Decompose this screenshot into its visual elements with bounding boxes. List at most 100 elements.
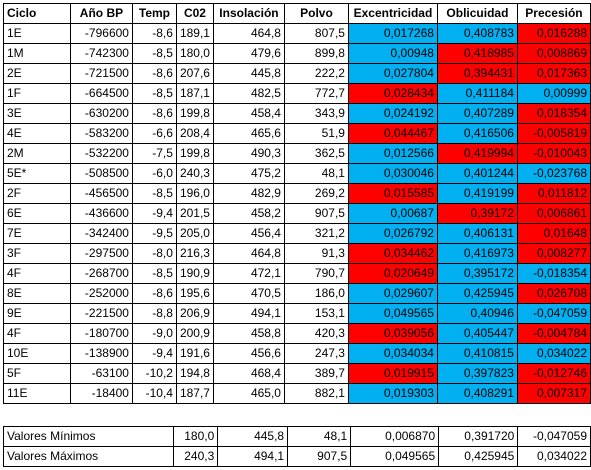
ciclo-cell[interactable]: 1M xyxy=(3,43,71,64)
anio-bp-cell[interactable]: -138900 xyxy=(69,343,133,364)
insolacion-cell[interactable]: 482,5 xyxy=(212,83,285,104)
co2-cell[interactable]: 190,9 xyxy=(175,263,214,284)
ciclo-cell[interactable]: 4F xyxy=(3,323,71,344)
header-oblicuidad[interactable]: Oblicuidad xyxy=(436,3,518,24)
co2-cell[interactable]: 200,9 xyxy=(175,323,214,344)
precesion-cell[interactable]: 0,008869 xyxy=(516,43,591,64)
temp-cell[interactable]: -6,0 xyxy=(131,163,177,184)
precesion-cell[interactable]: 0,008277 xyxy=(516,243,591,264)
insolacion-cell[interactable]: 479,6 xyxy=(212,43,285,64)
polvo-cell[interactable]: 362,5 xyxy=(283,143,349,164)
insolacion-cell[interactable]: 470,5 xyxy=(212,283,285,304)
header-co2[interactable]: C02 xyxy=(175,3,214,24)
ciclo-cell[interactable]: 2E xyxy=(3,63,71,84)
precesion-cell[interactable]: 0,006861 xyxy=(516,203,591,224)
precesion-cell[interactable]: -0,047059 xyxy=(516,303,591,324)
oblicuidad-cell[interactable]: 0,411184 xyxy=(436,83,518,104)
temp-cell[interactable]: -8,6 xyxy=(131,63,177,84)
summary-insolacion-cell[interactable]: 445,8 xyxy=(217,426,289,447)
co2-cell[interactable]: 196,0 xyxy=(175,183,214,204)
summary-precesion-cell[interactable]: 0,034022 xyxy=(517,446,591,467)
oblicuidad-cell[interactable]: 0,425945 xyxy=(436,283,518,304)
excentricidad-cell[interactable]: 0,034462 xyxy=(347,243,438,264)
oblicuidad-cell[interactable]: 0,419199 xyxy=(436,183,518,204)
ciclo-cell[interactable]: 4F xyxy=(3,263,71,284)
oblicuidad-cell[interactable]: 0,406131 xyxy=(436,223,518,244)
ciclo-cell[interactable]: 6E xyxy=(3,203,71,224)
oblicuidad-cell[interactable]: 0,408783 xyxy=(436,23,518,44)
anio-bp-cell[interactable]: -456500 xyxy=(69,183,133,204)
oblicuidad-cell[interactable]: 0,408291 xyxy=(436,383,518,404)
summary-co2-cell[interactable]: 180,0 xyxy=(173,426,219,447)
insolacion-cell[interactable]: 482,9 xyxy=(212,183,285,204)
polvo-cell[interactable]: 790,7 xyxy=(283,263,349,284)
polvo-cell[interactable]: 51,9 xyxy=(283,123,349,144)
ciclo-cell[interactable]: 2M xyxy=(3,143,71,164)
anio-bp-cell[interactable]: -436600 xyxy=(69,203,133,224)
summary-excentricidad-cell[interactable]: 0,049565 xyxy=(350,446,440,467)
polvo-cell[interactable]: 772,7 xyxy=(283,83,349,104)
summary-excentricidad-cell[interactable]: 0,006870 xyxy=(350,426,440,447)
oblicuidad-cell[interactable]: 0,407289 xyxy=(436,103,518,124)
excentricidad-cell[interactable]: 0,029607 xyxy=(347,283,438,304)
polvo-cell[interactable]: 420,3 xyxy=(283,323,349,344)
co2-cell[interactable]: 191,6 xyxy=(175,343,214,364)
insolacion-cell[interactable]: 458,2 xyxy=(212,203,285,224)
anio-bp-cell[interactable]: -297500 xyxy=(69,243,133,264)
oblicuidad-cell[interactable]: 0,40946 xyxy=(436,303,518,324)
insolacion-cell[interactable]: 458,4 xyxy=(212,103,285,124)
summary-oblicuidad-cell[interactable]: 0,391720 xyxy=(438,426,519,447)
co2-cell[interactable]: 199,8 xyxy=(175,103,214,124)
precesion-cell[interactable]: 0,011812 xyxy=(516,183,591,204)
temp-cell[interactable]: -8,5 xyxy=(131,183,177,204)
insolacion-cell[interactable]: 445,8 xyxy=(212,63,285,84)
anio-bp-cell[interactable]: -721500 xyxy=(69,63,133,84)
anio-bp-cell[interactable]: -742300 xyxy=(69,43,133,64)
ciclo-cell[interactable]: 9E xyxy=(3,303,71,324)
polvo-cell[interactable]: 389,7 xyxy=(283,363,349,384)
temp-cell[interactable]: -7,5 xyxy=(131,143,177,164)
polvo-cell[interactable]: 882,1 xyxy=(283,383,349,404)
insolacion-cell[interactable]: 475,2 xyxy=(212,163,285,184)
temp-cell[interactable]: -8,6 xyxy=(131,283,177,304)
ciclo-cell[interactable]: 5E* xyxy=(3,163,71,184)
insolacion-cell[interactable]: 464,8 xyxy=(212,243,285,264)
anio-bp-cell[interactable]: -252000 xyxy=(69,283,133,304)
oblicuidad-cell[interactable]: 0,416506 xyxy=(436,123,518,144)
precesion-cell[interactable]: 0,01648 xyxy=(516,223,591,244)
summary-polvo-cell[interactable]: 48,1 xyxy=(287,426,352,447)
polvo-cell[interactable]: 48,1 xyxy=(283,163,349,184)
anio-bp-cell[interactable]: -630200 xyxy=(69,103,133,124)
oblicuidad-cell[interactable]: 0,405447 xyxy=(436,323,518,344)
co2-cell[interactable]: 207,6 xyxy=(175,63,214,84)
temp-cell[interactable]: -10,4 xyxy=(131,383,177,404)
oblicuidad-cell[interactable]: 0,395172 xyxy=(436,263,518,284)
anio-bp-cell[interactable]: -63100 xyxy=(69,363,133,384)
excentricidad-cell[interactable]: 0,030046 xyxy=(347,163,438,184)
oblicuidad-cell[interactable]: 0,401244 xyxy=(436,163,518,184)
polvo-cell[interactable]: 247,3 xyxy=(283,343,349,364)
co2-cell[interactable]: 187,1 xyxy=(175,83,214,104)
header-anio-bp[interactable]: Año BP xyxy=(69,3,133,24)
ciclo-cell[interactable]: 4E xyxy=(3,123,71,144)
temp-cell[interactable]: -8,6 xyxy=(131,103,177,124)
excentricidad-cell[interactable]: 0,024192 xyxy=(347,103,438,124)
co2-cell[interactable]: 180,0 xyxy=(175,43,214,64)
temp-cell[interactable]: -9,0 xyxy=(131,323,177,344)
temp-cell[interactable]: -10,2 xyxy=(131,363,177,384)
oblicuidad-cell[interactable]: 0,418985 xyxy=(436,43,518,64)
ciclo-cell[interactable]: 1F xyxy=(3,83,71,104)
oblicuidad-cell[interactable]: 0,416973 xyxy=(436,243,518,264)
insolacion-cell[interactable]: 494,1 xyxy=(212,303,285,324)
excentricidad-cell[interactable]: 0,00687 xyxy=(347,203,438,224)
co2-cell[interactable]: 199,8 xyxy=(175,143,214,164)
anio-bp-cell[interactable]: -18400 xyxy=(69,383,133,404)
polvo-cell[interactable]: 343,9 xyxy=(283,103,349,124)
ciclo-cell[interactable]: 3F xyxy=(3,243,71,264)
excentricidad-cell[interactable]: 0,019915 xyxy=(347,363,438,384)
ciclo-cell[interactable]: 10E xyxy=(3,343,71,364)
excentricidad-cell[interactable]: 0,00948 xyxy=(347,43,438,64)
insolacion-cell[interactable]: 456,4 xyxy=(212,223,285,244)
header-excentricidad[interactable]: Excentricidad xyxy=(347,3,438,24)
temp-cell[interactable]: -8,5 xyxy=(131,263,177,284)
